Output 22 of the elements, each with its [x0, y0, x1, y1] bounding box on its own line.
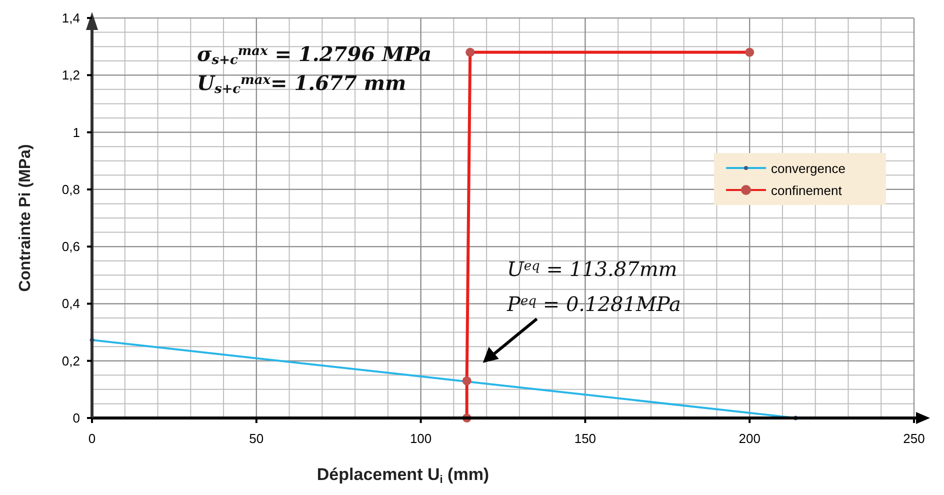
x-tick-label: 250 — [903, 431, 925, 446]
y-tick-label: 0,2 — [62, 353, 80, 368]
legend-label: confinement — [771, 183, 842, 198]
x-tick-label: 200 — [738, 431, 760, 446]
y-tick-label: 0,6 — [62, 239, 80, 254]
y-tick-label: 1,2 — [62, 68, 80, 83]
x-tick-label: 100 — [410, 431, 432, 446]
annotation: U$_{s+c}$$^{max}$= 1.677 mm — [197, 71, 406, 98]
x-tick-label: 150 — [574, 431, 596, 446]
x-axis-title: Déplacement U$_{i}$ (mm) — [316, 465, 490, 486]
annotation: U$^{eq}$ = 113.87mm — [507, 257, 678, 281]
legend-label: convergence — [771, 161, 846, 176]
y-tick-label: 1 — [72, 124, 80, 140]
y-tick-label: 0 — [72, 410, 80, 426]
y-tick-label: 1,4 — [62, 10, 80, 26]
x-tick-label: 0 — [88, 431, 96, 446]
annotation: σ$_{s+c}$$^{max}$ = 1.2796 MPa — [197, 42, 432, 68]
y-tick-label: 0,4 — [62, 296, 80, 312]
y-axis-title: Contrainte Pi (MPa) — [17, 144, 34, 292]
x-tick-label: 50 — [249, 431, 264, 446]
y-tick-label: 0,8 — [62, 182, 80, 197]
annotation: P$^{eq}$ = 0.1281MPa — [506, 292, 681, 316]
